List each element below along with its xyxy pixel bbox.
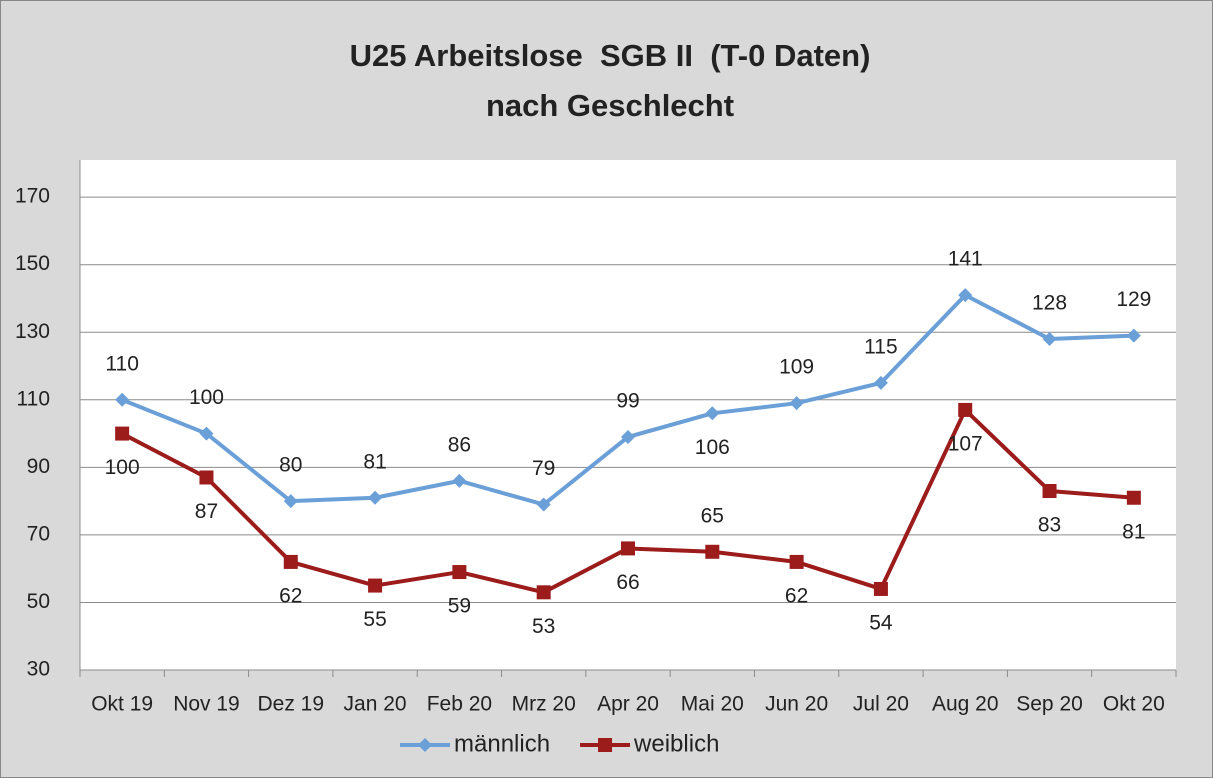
x-tick-label: Feb 20 xyxy=(427,693,492,716)
line-marker xyxy=(199,470,214,485)
data-label: 100 xyxy=(189,386,224,409)
data-label: 86 xyxy=(448,433,471,456)
y-tick-label: 130 xyxy=(15,320,50,343)
line-marker xyxy=(789,554,804,569)
x-tick-label: Mrz 20 xyxy=(512,693,576,716)
line-marker xyxy=(283,494,298,509)
data-label: 53 xyxy=(532,615,555,638)
line-marker xyxy=(536,585,551,600)
data-label: 81 xyxy=(363,450,386,473)
data-label: 109 xyxy=(779,356,814,379)
line-marker xyxy=(873,375,888,390)
line-marker xyxy=(789,396,804,411)
data-label: 99 xyxy=(616,390,639,413)
line-marker xyxy=(115,426,130,441)
data-label: 128 xyxy=(1032,292,1067,315)
data-label: 110 xyxy=(105,352,138,375)
line-marker xyxy=(958,288,973,303)
data-label: 55 xyxy=(363,608,386,631)
line-marker xyxy=(1042,483,1057,498)
line-marker xyxy=(1126,490,1141,505)
line-marker xyxy=(368,490,383,505)
x-tick-label: Okt 20 xyxy=(1103,693,1165,716)
y-tick-label: 50 xyxy=(27,590,50,613)
line-marker xyxy=(368,578,383,593)
legend-label: weiblich xyxy=(633,730,719,757)
data-label: 59 xyxy=(448,595,471,618)
y-tick-label: 30 xyxy=(27,658,50,681)
data-label: 83 xyxy=(1038,514,1061,537)
data-label: 115 xyxy=(864,335,897,358)
x-tick-label: Okt 19 xyxy=(91,693,153,716)
chart-title: U25 Arbeitslose SGB II (T-0 Daten) xyxy=(350,38,871,73)
line-marker xyxy=(705,406,720,421)
line-marker xyxy=(283,554,298,569)
data-label: 66 xyxy=(616,571,639,594)
x-tick-label: Aug 20 xyxy=(932,693,999,716)
x-tick-label: Apr 20 xyxy=(597,693,659,716)
data-label: 87 xyxy=(195,500,218,523)
y-tick-label: 90 xyxy=(27,455,50,478)
data-label: 106 xyxy=(695,436,730,459)
x-tick-label: Jan 20 xyxy=(344,693,407,716)
data-label: 54 xyxy=(869,611,893,634)
plot-area xyxy=(80,160,1176,670)
line-marker xyxy=(115,392,130,407)
legend-marker xyxy=(598,738,613,752)
data-label: 79 xyxy=(532,457,555,480)
chart-subtitle: nach Geschlecht xyxy=(486,88,734,123)
data-label: 129 xyxy=(1116,288,1151,311)
x-tick-label: Sep 20 xyxy=(1016,693,1083,716)
data-label: 80 xyxy=(279,454,302,477)
line-marker xyxy=(873,581,888,596)
line-marker xyxy=(958,402,973,417)
legend-label: männlich xyxy=(454,730,550,757)
data-label: 62 xyxy=(279,584,302,607)
data-label: 62 xyxy=(785,584,808,607)
line-marker xyxy=(621,429,635,444)
data-label: 65 xyxy=(701,504,724,527)
x-tick-label: Mai 20 xyxy=(681,693,744,716)
line-marker xyxy=(199,426,214,441)
y-tick-label: 110 xyxy=(17,387,50,410)
line-marker xyxy=(1126,328,1141,343)
x-tick-label: Dez 19 xyxy=(257,693,324,716)
data-label: 107 xyxy=(948,432,983,455)
line-marker xyxy=(452,473,467,488)
x-tick-label: Nov 19 xyxy=(173,693,240,716)
line-marker xyxy=(1042,332,1057,347)
line-marker xyxy=(452,565,467,580)
y-tick-label: 170 xyxy=(15,185,50,208)
line-marker xyxy=(536,497,551,512)
x-tick-label: Jul 20 xyxy=(853,693,909,716)
x-tick-label: Jun 20 xyxy=(765,693,828,716)
data-label: 81 xyxy=(1122,520,1145,543)
data-label: 100 xyxy=(105,456,140,479)
data-label: 141 xyxy=(948,248,983,271)
line-marker xyxy=(621,541,635,556)
y-tick-label: 150 xyxy=(15,252,50,275)
legend-marker xyxy=(418,738,432,752)
y-tick-label: 70 xyxy=(27,522,50,545)
line-marker xyxy=(705,544,720,559)
